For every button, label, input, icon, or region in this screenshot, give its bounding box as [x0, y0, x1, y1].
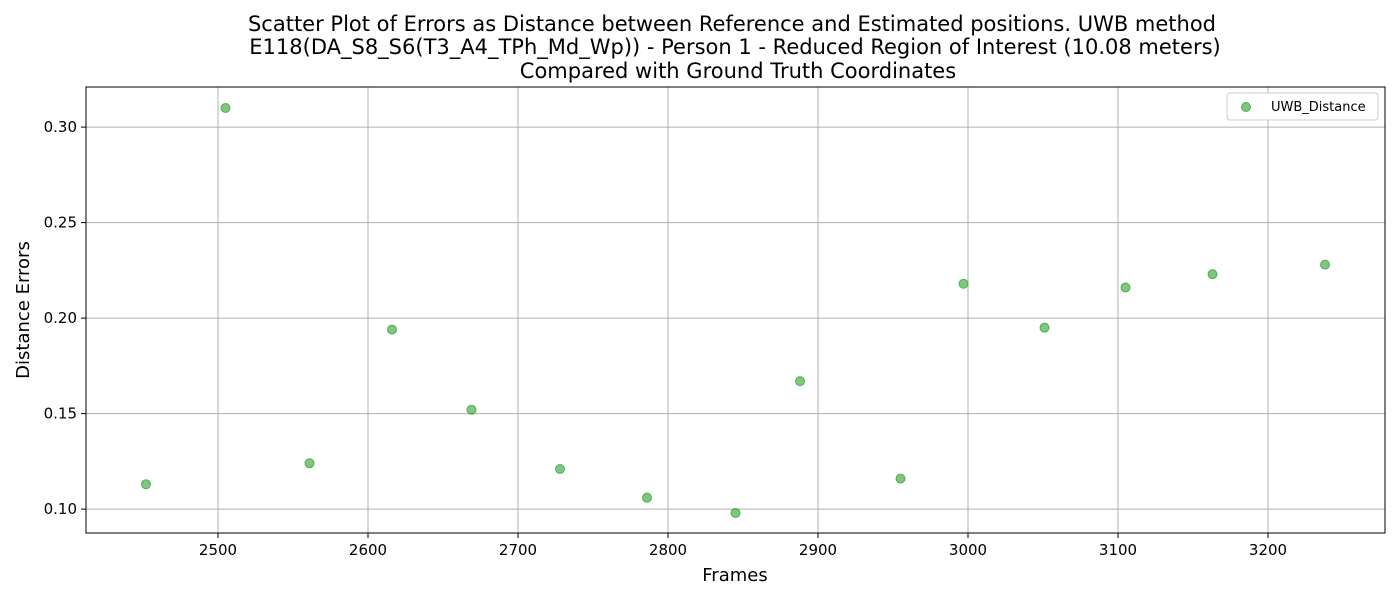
x-tick-label: 3000 — [949, 541, 987, 559]
x-axis-label: Frames — [702, 565, 767, 586]
x-tick-label: 2900 — [799, 541, 837, 559]
data-point — [387, 324, 397, 335]
data-point — [1039, 322, 1050, 333]
data-point — [795, 376, 805, 387]
y-tick-label: 0.30 — [44, 118, 77, 136]
y-tick-label: 0.25 — [44, 214, 77, 232]
legend-box — [1226, 92, 1379, 121]
chart-title-line-3: Compared with Ground Truth Coordinates — [520, 59, 956, 83]
data-point — [895, 473, 906, 484]
chart-title: Scatter Plot of Errors as Distance betwe… — [248, 12, 1221, 83]
data-point — [220, 103, 231, 114]
x-tick-label: 2700 — [499, 541, 537, 559]
chart-title-line-1: Scatter Plot of Errors as Distance betwe… — [248, 12, 1216, 36]
y-tick-label: 0.20 — [44, 309, 77, 327]
x-tick-label: 2500 — [199, 541, 237, 559]
data-point — [1120, 282, 1131, 293]
legend: UWB_Distance — [1226, 92, 1379, 121]
y-axis-label: Distance Errors — [13, 241, 34, 379]
data-point — [1320, 259, 1330, 270]
x-tick-label: 3100 — [1099, 541, 1137, 559]
data-points — [141, 103, 1330, 518]
data-point — [1207, 269, 1218, 280]
legend-label: UWB_Distance — [1271, 100, 1366, 115]
data-point — [466, 404, 477, 415]
data-point — [958, 278, 969, 289]
y-tick-label: 0.15 — [44, 405, 77, 423]
y-tick-label: 0.10 — [44, 500, 77, 518]
legend-marker — [1241, 102, 1251, 112]
x-tick-label: 2600 — [349, 541, 387, 559]
data-point — [555, 464, 565, 475]
x-tick-label: 2800 — [649, 541, 687, 559]
plot-area-frame — [85, 86, 1386, 534]
data-point — [642, 492, 652, 503]
data-point — [304, 458, 315, 469]
data-point — [730, 507, 741, 518]
x-axis-ticks: 2500 2600 2700 2800 2900 3000 3100 3200 — [199, 533, 1287, 559]
data-point — [141, 479, 151, 490]
grid-lines — [86, 87, 1385, 533]
x-tick-label: 3200 — [1249, 541, 1287, 559]
y-axis-ticks: 0.10 0.15 0.20 0.25 0.30 — [44, 118, 86, 518]
chart-title-line-2: E118(DA_S8_S6(T3_A4_TPh_Md_Wp)) - Person… — [249, 35, 1220, 60]
